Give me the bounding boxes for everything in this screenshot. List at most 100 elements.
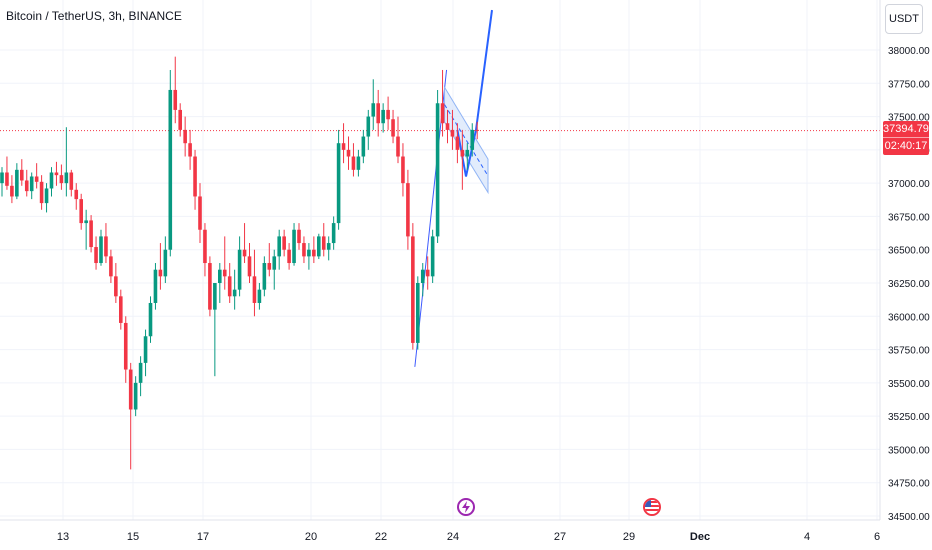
- time-tick-label: 4: [804, 531, 810, 543]
- candle: [232, 269, 237, 310]
- candle: [435, 89, 440, 244]
- candle: [237, 236, 242, 297]
- candle: [0, 167, 4, 197]
- candle: [445, 109, 450, 144]
- time-tick-label: Dec: [690, 531, 710, 543]
- price-tick-label: 34750.00: [888, 479, 930, 490]
- candle: [183, 116, 187, 157]
- candle: [401, 143, 405, 197]
- candle: [69, 169, 74, 197]
- candle: [39, 175, 44, 210]
- candle: [84, 209, 88, 250]
- candle: [282, 229, 286, 257]
- candle: [302, 236, 306, 264]
- candle: [133, 376, 138, 417]
- candle: [193, 149, 197, 210]
- candle: [15, 163, 19, 200]
- candle: [20, 159, 24, 186]
- price-tick-label: 37750.00: [888, 79, 930, 90]
- candle: [341, 123, 346, 164]
- candle: [287, 243, 291, 270]
- price-tick-label: 35250.00: [888, 412, 930, 423]
- candle: [49, 167, 54, 197]
- candle: [247, 243, 252, 283]
- candle: [119, 289, 123, 330]
- candle: [411, 223, 415, 350]
- currency-button[interactable]: USDT: [885, 4, 923, 34]
- badge-divider: [883, 137, 929, 138]
- candle: [168, 69, 173, 257]
- candle: [351, 143, 356, 177]
- candle: [198, 183, 202, 244]
- candle: [366, 109, 371, 150]
- candle: [178, 103, 182, 137]
- candle: [123, 316, 128, 383]
- candle: [455, 123, 460, 164]
- candle: [267, 243, 272, 277]
- time-tick-label: 6: [874, 531, 880, 543]
- candle: [153, 263, 158, 310]
- price-tick-label: 36750.00: [888, 212, 930, 223]
- candle: [396, 116, 400, 164]
- time-tick-label: 13: [57, 531, 69, 543]
- us-flag-event-icon[interactable]: [643, 498, 661, 516]
- time-tick-label: 15: [127, 531, 139, 543]
- candle: [386, 96, 390, 130]
- candle: [381, 103, 385, 133]
- candle: [158, 243, 163, 290]
- candle: [317, 233, 321, 260]
- candle: [128, 362, 133, 470]
- candle: [465, 143, 470, 170]
- candle: [277, 229, 281, 270]
- candle: [29, 172, 34, 200]
- time-tick-label: 20: [305, 531, 317, 543]
- candle: [391, 109, 395, 144]
- candle: [213, 283, 217, 377]
- candle: [227, 263, 232, 303]
- chart-grid: [0, 0, 880, 520]
- candle: [336, 129, 341, 230]
- candle: [64, 127, 69, 197]
- price-tick-label: 35750.00: [888, 346, 930, 357]
- price-tick-label: 36000.00: [888, 312, 930, 323]
- candle: [292, 223, 296, 266]
- candle: [257, 283, 262, 310]
- time-tick-label: 29: [623, 531, 635, 543]
- price-axis[interactable]: 34500.00 34750.00 35000.00 35250.00 35500.00…: [879, 0, 930, 523]
- candle: [420, 263, 425, 297]
- lightning-event-icon[interactable]: [457, 498, 475, 516]
- price-tick-label: 36250.00: [888, 279, 930, 290]
- candle: [218, 263, 222, 303]
- candle: [203, 223, 207, 277]
- candle: [148, 296, 153, 343]
- candle: [376, 89, 380, 137]
- bar-countdown: 02:40:17: [884, 140, 928, 152]
- candle: [109, 249, 113, 283]
- candle: [475, 121, 479, 140]
- candle: [272, 249, 277, 290]
- flag-icon: [645, 500, 659, 514]
- candle: [406, 169, 410, 250]
- candle: [44, 183, 49, 213]
- candle: [79, 193, 83, 230]
- lightning-icon: [462, 501, 470, 513]
- candle: [74, 183, 79, 210]
- time-axis[interactable]: 13 15 17 20 22 24 27 29 Dec 4 6: [0, 519, 880, 543]
- last-price-badge: 37394.79 02:40:17: [883, 121, 929, 155]
- time-tick-label: 24: [447, 531, 459, 543]
- candle: [326, 236, 331, 261]
- time-tick-label: 17: [197, 531, 209, 543]
- candle: [59, 164, 64, 190]
- candle: [425, 256, 430, 290]
- price-tick-label: 35500.00: [888, 379, 930, 390]
- candle: [312, 236, 316, 264]
- candle: [460, 129, 465, 190]
- candle: [222, 236, 227, 290]
- candle: [371, 79, 376, 130]
- candle: [430, 229, 435, 283]
- candle: [143, 329, 148, 377]
- price-tick-label: 38000.00: [888, 46, 930, 57]
- candle: [470, 123, 475, 157]
- price-tick-label: 37000.00: [888, 179, 930, 190]
